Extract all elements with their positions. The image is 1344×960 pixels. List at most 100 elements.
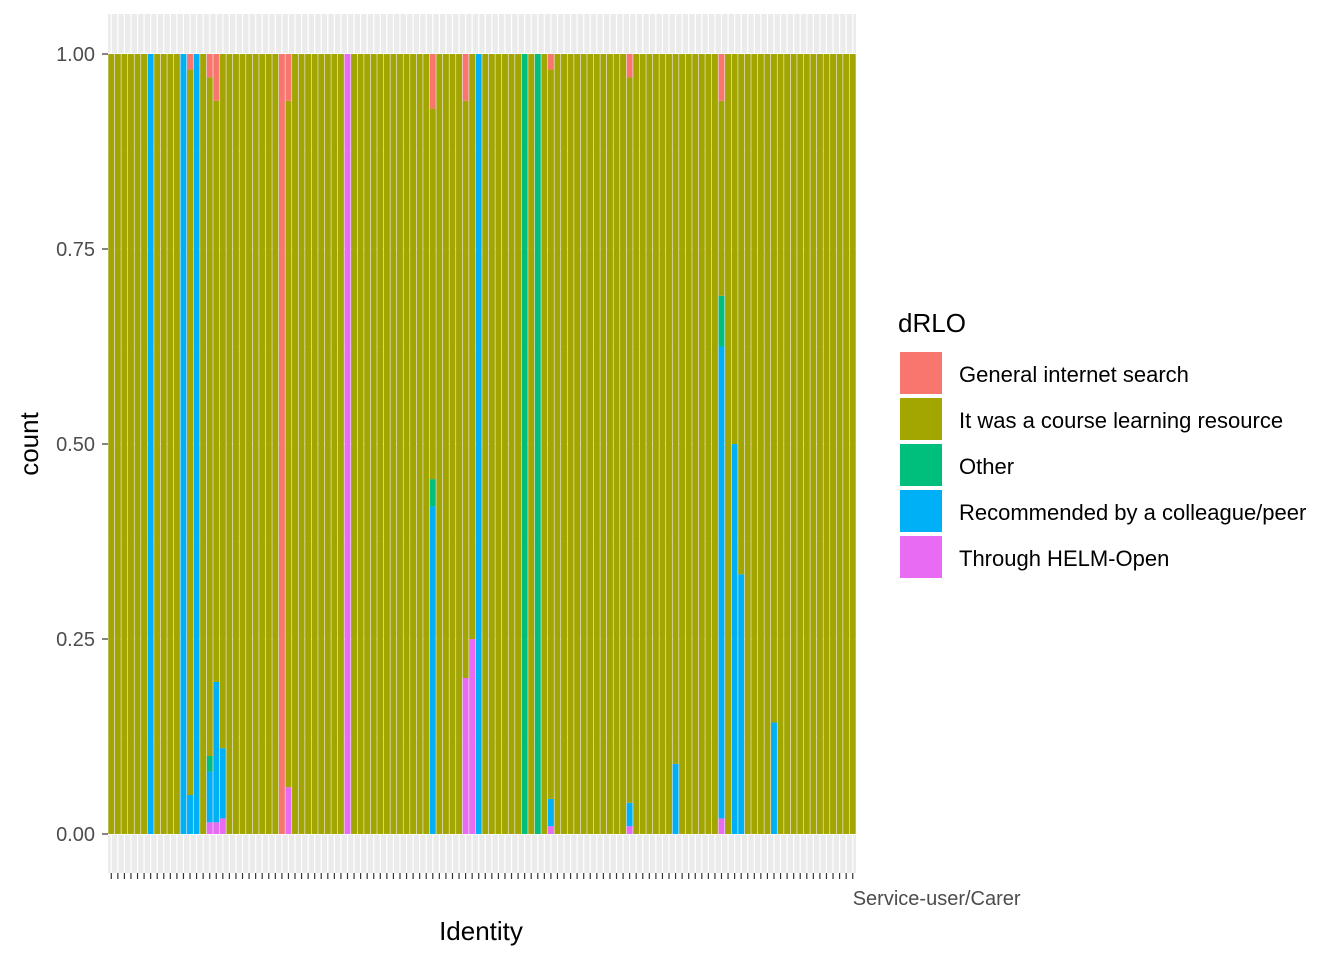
x-tick-label: Service-user/Carer [853, 888, 1021, 910]
bar-segment [416, 54, 423, 834]
bar-segment [836, 54, 843, 834]
bar-segment [547, 826, 554, 834]
bar-segment [167, 54, 174, 834]
bar-segment [219, 818, 226, 834]
bar-segment [311, 54, 318, 834]
bar-segment [232, 54, 239, 834]
bar-segment [344, 54, 351, 834]
bar-segment [278, 54, 285, 834]
bar-segment [705, 54, 712, 834]
bar-segment [285, 54, 292, 101]
bar-segment [574, 54, 581, 834]
bar-segment [469, 54, 476, 639]
bar-segment [633, 54, 640, 834]
bar-segment [390, 54, 397, 834]
bar-segment [285, 787, 292, 834]
bar-segment [751, 54, 758, 834]
bar-segment [318, 54, 325, 834]
legend-title: dRLO [898, 308, 966, 338]
bar-segment [298, 54, 305, 834]
bar-segment [784, 54, 791, 834]
bar-segment [108, 54, 115, 834]
bar-segment [554, 54, 561, 834]
bar-segment [193, 54, 200, 834]
bar-segment [698, 54, 705, 834]
bar-segment [685, 54, 692, 834]
bar-segment [561, 54, 567, 834]
bar-segment [679, 54, 686, 834]
bar-segment [134, 54, 141, 834]
bar-segment [567, 54, 574, 834]
bar-segment [738, 574, 745, 834]
bar-segment [410, 54, 417, 834]
bar-segment [449, 54, 456, 834]
bar-segment [711, 54, 718, 834]
bar-segment [272, 54, 279, 834]
bar-segment [790, 54, 797, 834]
bar-segment [121, 54, 128, 834]
bar-segment [652, 54, 659, 834]
bar-segment [206, 77, 213, 756]
y-tick-label: 1.00 [56, 44, 95, 66]
bar-segment [456, 54, 462, 834]
bar-segment [252, 54, 259, 834]
bar-segment [718, 295, 725, 347]
bar-segment [292, 54, 298, 834]
bar-segment [324, 54, 331, 834]
bar-segment [128, 54, 134, 834]
bar-segment [442, 54, 449, 834]
bar-segment [823, 54, 830, 834]
bar-segment [482, 54, 489, 834]
bar-segment [206, 822, 213, 834]
bar-segment [626, 77, 633, 803]
bar-segment [187, 69, 193, 796]
y-tick-label: 0.75 [56, 239, 95, 261]
bar-segment [810, 54, 817, 834]
bar-segment [462, 100, 469, 679]
bar-segment [718, 54, 725, 101]
legend-label: Through HELM-Open [959, 546, 1169, 571]
legend-label: It was a course learning resource [959, 408, 1283, 433]
bar-segment [626, 54, 633, 78]
y-tick-label: 0.00 [56, 824, 95, 846]
legend-key [900, 536, 942, 578]
bar-segment [488, 54, 495, 834]
bar-segment [331, 54, 338, 834]
bar-segment [154, 54, 161, 834]
bar-segment [547, 69, 554, 799]
bar-segment [666, 54, 672, 834]
bar-segment [206, 756, 213, 772]
y-axis-title: count [14, 411, 44, 475]
bar-segment [547, 54, 554, 70]
bar-segment [620, 54, 627, 834]
bar-segment [239, 54, 246, 834]
bar-segment [626, 826, 633, 834]
bar-segment [305, 54, 312, 834]
bar-segment [200, 54, 207, 834]
bar-segment [744, 54, 751, 834]
bar-segment [508, 54, 515, 834]
bar-segment [777, 54, 784, 834]
bar-segment [429, 108, 436, 480]
bar-segment [771, 54, 777, 723]
x-axis-title: Identity [439, 916, 523, 946]
bar-segment [364, 54, 371, 834]
bar-segment [213, 100, 220, 682]
bar-segment [206, 771, 213, 823]
bar-segment [593, 54, 600, 834]
bar-segment [646, 54, 653, 834]
bar-segment [718, 100, 725, 296]
bar-segment [725, 54, 732, 834]
bar-segment [383, 54, 390, 834]
bar-segment [429, 479, 436, 507]
bar-segment [600, 54, 607, 834]
bar-segment [830, 54, 836, 834]
bar-segment [771, 722, 777, 834]
bar-segment [265, 54, 272, 834]
bar-segment [495, 54, 502, 834]
y-axis: 0.00 0.25 0.50 0.75 1.00 [56, 44, 108, 846]
bar-segment [738, 54, 745, 575]
bar-segment [521, 54, 528, 834]
bar-segment [160, 54, 167, 834]
